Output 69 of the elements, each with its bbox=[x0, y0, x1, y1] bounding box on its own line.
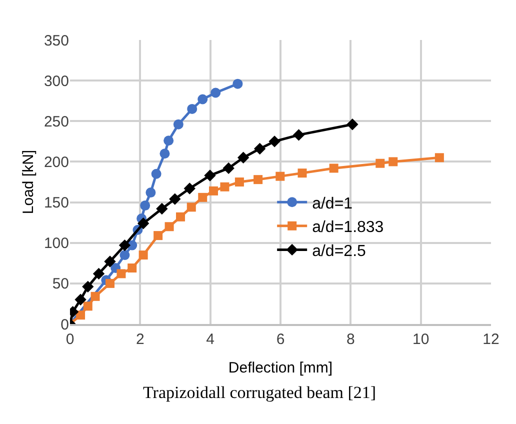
point bbox=[187, 104, 198, 114]
point bbox=[232, 78, 243, 89]
point bbox=[164, 136, 174, 146]
point bbox=[434, 153, 444, 162]
point bbox=[237, 152, 250, 164]
point bbox=[222, 162, 234, 174]
y-tick-label: 150 bbox=[44, 194, 69, 212]
y-axis-title: Load [kN] bbox=[20, 150, 38, 214]
point bbox=[169, 193, 181, 205]
point bbox=[292, 129, 305, 141]
y-tick-label: 300 bbox=[44, 72, 69, 90]
point bbox=[198, 94, 208, 104]
point bbox=[154, 231, 163, 240]
text: Trapizoidall corrugated beam [21] bbox=[143, 383, 376, 402]
point bbox=[186, 202, 196, 212]
point bbox=[176, 212, 186, 222]
point bbox=[346, 118, 358, 130]
point bbox=[116, 269, 126, 278]
point bbox=[164, 222, 174, 232]
legend-label: a/d=1.833 bbox=[312, 219, 384, 236]
x-tick-label: 6 bbox=[276, 330, 285, 348]
point bbox=[82, 280, 94, 293]
point bbox=[137, 218, 150, 230]
point bbox=[173, 119, 184, 130]
point bbox=[156, 202, 168, 215]
y-tick-label: 350 bbox=[44, 32, 69, 50]
x-tick-label: 8 bbox=[346, 330, 355, 348]
point bbox=[92, 268, 105, 280]
point bbox=[298, 168, 307, 178]
x-tick-label: 12 bbox=[482, 330, 500, 348]
y-tick-label: 50 bbox=[52, 276, 69, 293]
point bbox=[204, 170, 216, 182]
point bbox=[184, 182, 196, 194]
y-tick-label: 200 bbox=[44, 154, 69, 171]
point bbox=[128, 264, 137, 273]
point bbox=[208, 186, 218, 196]
point bbox=[388, 157, 398, 166]
point bbox=[146, 188, 156, 198]
legend-label: a/d=2.5 bbox=[312, 242, 366, 260]
point bbox=[268, 136, 280, 148]
point bbox=[90, 292, 100, 301]
point bbox=[160, 148, 170, 159]
y-tick-label: 250 bbox=[44, 113, 69, 130]
legend-label: a/d=1 bbox=[312, 195, 353, 212]
y-tick-label: 100 bbox=[44, 235, 69, 252]
point bbox=[151, 168, 162, 179]
point bbox=[76, 310, 86, 320]
x-tick-label: 2 bbox=[136, 330, 144, 348]
point bbox=[120, 250, 130, 260]
point bbox=[138, 250, 148, 260]
point bbox=[276, 172, 285, 181]
point bbox=[329, 164, 338, 173]
point bbox=[198, 192, 208, 202]
point bbox=[254, 175, 263, 184]
point bbox=[104, 256, 116, 268]
point bbox=[105, 278, 114, 288]
point bbox=[254, 142, 266, 155]
point bbox=[210, 88, 221, 98]
x-axis-title: Deflection [mm] bbox=[228, 359, 333, 376]
point bbox=[83, 302, 92, 311]
point bbox=[220, 182, 230, 192]
point bbox=[376, 158, 385, 168]
x-tick-label: 10 bbox=[412, 330, 430, 348]
point bbox=[234, 178, 244, 186]
point bbox=[118, 239, 131, 252]
x-tick-label: 4 bbox=[206, 330, 214, 348]
point bbox=[140, 200, 150, 211]
y-tick-label: 0 bbox=[60, 316, 69, 334]
point bbox=[74, 294, 86, 306]
